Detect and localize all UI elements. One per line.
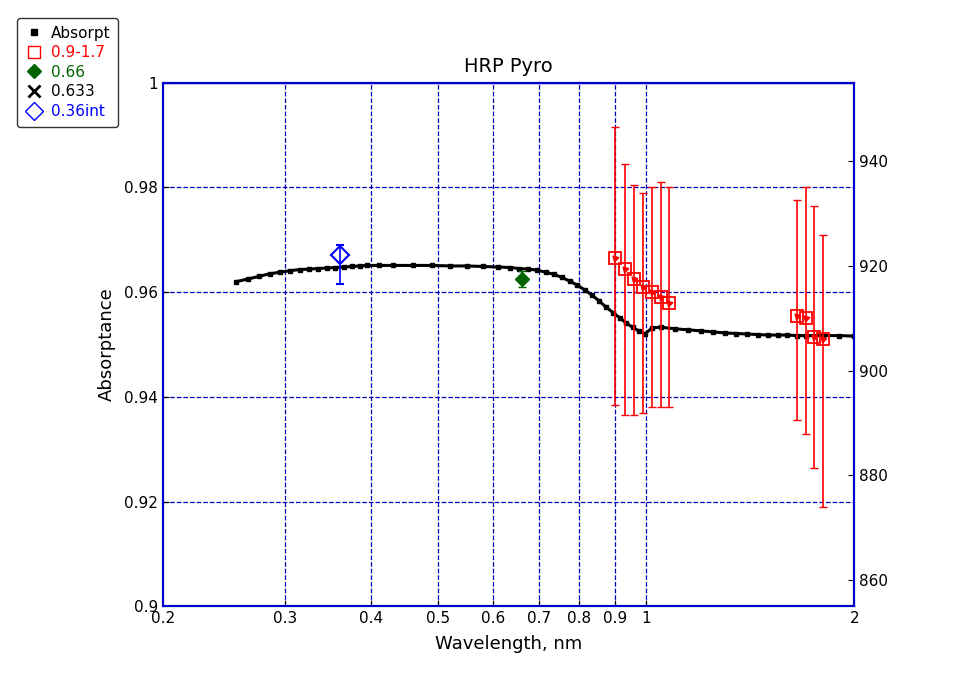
Title: HRP Pyro: HRP Pyro [465, 56, 553, 76]
Y-axis label: Absorptance: Absorptance [98, 287, 116, 402]
Legend: Absorpt, 0.9-1.7, 0.66, 0.633, 0.36int: Absorpt, 0.9-1.7, 0.66, 0.633, 0.36int [17, 18, 118, 127]
X-axis label: Wavelength, nm: Wavelength, nm [435, 635, 583, 652]
